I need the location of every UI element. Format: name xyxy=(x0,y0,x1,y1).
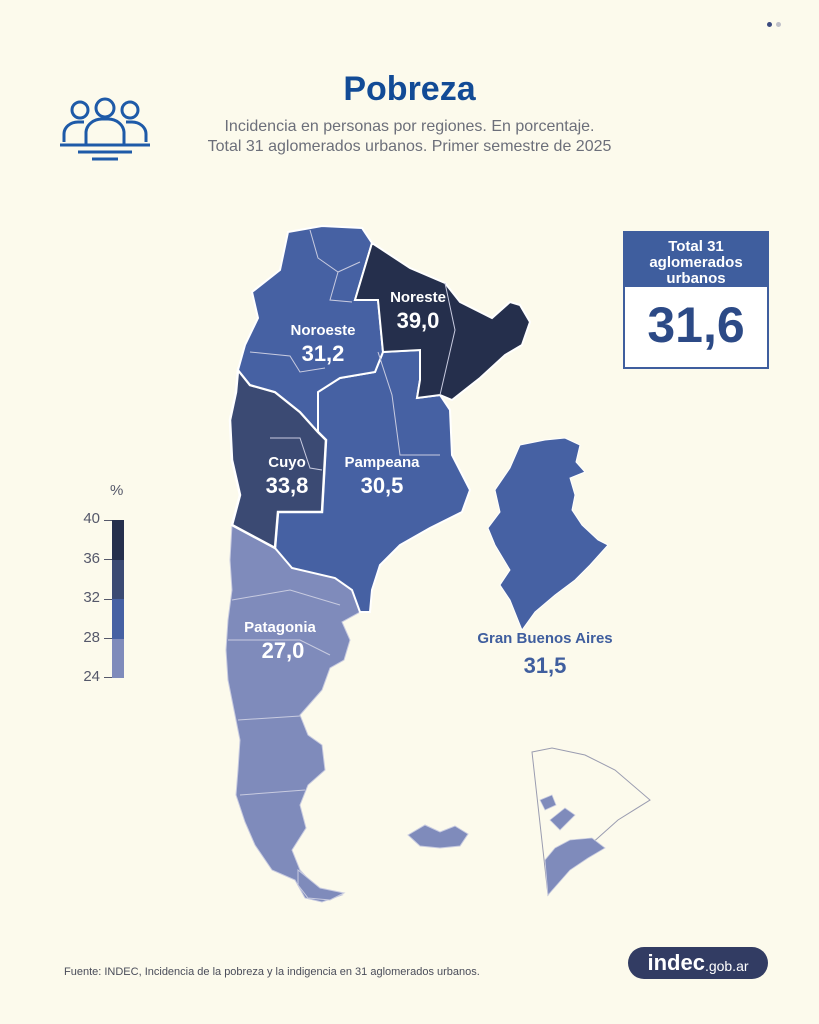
total-box: Total 31 aglomerados urbanos 31,6 xyxy=(623,231,769,369)
legend-tick: 28 xyxy=(83,629,100,646)
legend-tick: 40 xyxy=(83,510,100,527)
total-label: Total 31 aglomerados urbanos xyxy=(625,233,767,287)
legend-color-bar xyxy=(112,520,124,678)
label-cuyo-value: 33,8 xyxy=(266,473,309,498)
label-noreste-name: Noreste xyxy=(390,289,446,306)
subtitle-line-2: Total 31 aglomerados urbanos. Primer sem… xyxy=(207,138,612,155)
label-noreste-value: 39,0 xyxy=(397,308,440,333)
malvinas-islands xyxy=(407,824,469,849)
legend-tick-mark xyxy=(104,599,112,600)
legend-tick-mark xyxy=(104,559,112,560)
region-gran-buenos-aires[interactable] xyxy=(487,437,609,632)
label-pampeana-name: Pampeana xyxy=(344,454,420,471)
tierra-del-fuego xyxy=(297,868,346,901)
label-gba-value: 31,5 xyxy=(523,653,567,678)
legend-segment xyxy=(112,520,124,560)
label-patagonia-name: Patagonia xyxy=(244,619,316,636)
label-cuyo-name: Cuyo xyxy=(268,454,306,471)
legend-tick-mark xyxy=(104,638,112,639)
subtitle-line-1: Incidencia en personas por regiones. En … xyxy=(224,118,595,135)
label-gba-name: Gran Buenos Aires xyxy=(477,630,613,647)
label-noroeste-name: Noroeste xyxy=(290,322,355,339)
label-patagonia-value: 27,0 xyxy=(262,638,305,663)
total-value: 31,6 xyxy=(647,297,745,353)
legend-segment xyxy=(112,559,124,599)
legend-tick: 32 xyxy=(83,589,100,606)
legend-tick: 24 xyxy=(83,668,100,685)
label-noroeste-value: 31,2 xyxy=(302,341,345,366)
legend-tick-mark xyxy=(104,520,112,521)
region-patagonia[interactable] xyxy=(225,524,361,903)
page-title: Pobreza xyxy=(343,70,476,108)
page-dot[interactable] xyxy=(776,22,781,27)
page-dot-active[interactable] xyxy=(767,22,772,27)
region-noreste[interactable] xyxy=(353,241,532,402)
page-indicator[interactable] xyxy=(767,22,781,27)
people-icon xyxy=(60,97,150,161)
legend-tick-mark xyxy=(104,677,112,678)
brand-sub: .gob.ar xyxy=(704,957,749,974)
source-note: Fuente: INDEC, Incidencia de la pobreza … xyxy=(64,966,480,978)
legend-segment xyxy=(112,638,124,678)
legend-segment xyxy=(112,599,124,639)
legend-unit: % xyxy=(110,482,124,499)
indec-logo-link[interactable]: indec .gob.ar xyxy=(628,947,768,979)
brand-main: indec xyxy=(647,950,705,975)
label-pampeana-value: 30,5 xyxy=(361,473,404,498)
antarctica-land xyxy=(539,794,606,896)
legend-tick: 36 xyxy=(83,550,100,567)
